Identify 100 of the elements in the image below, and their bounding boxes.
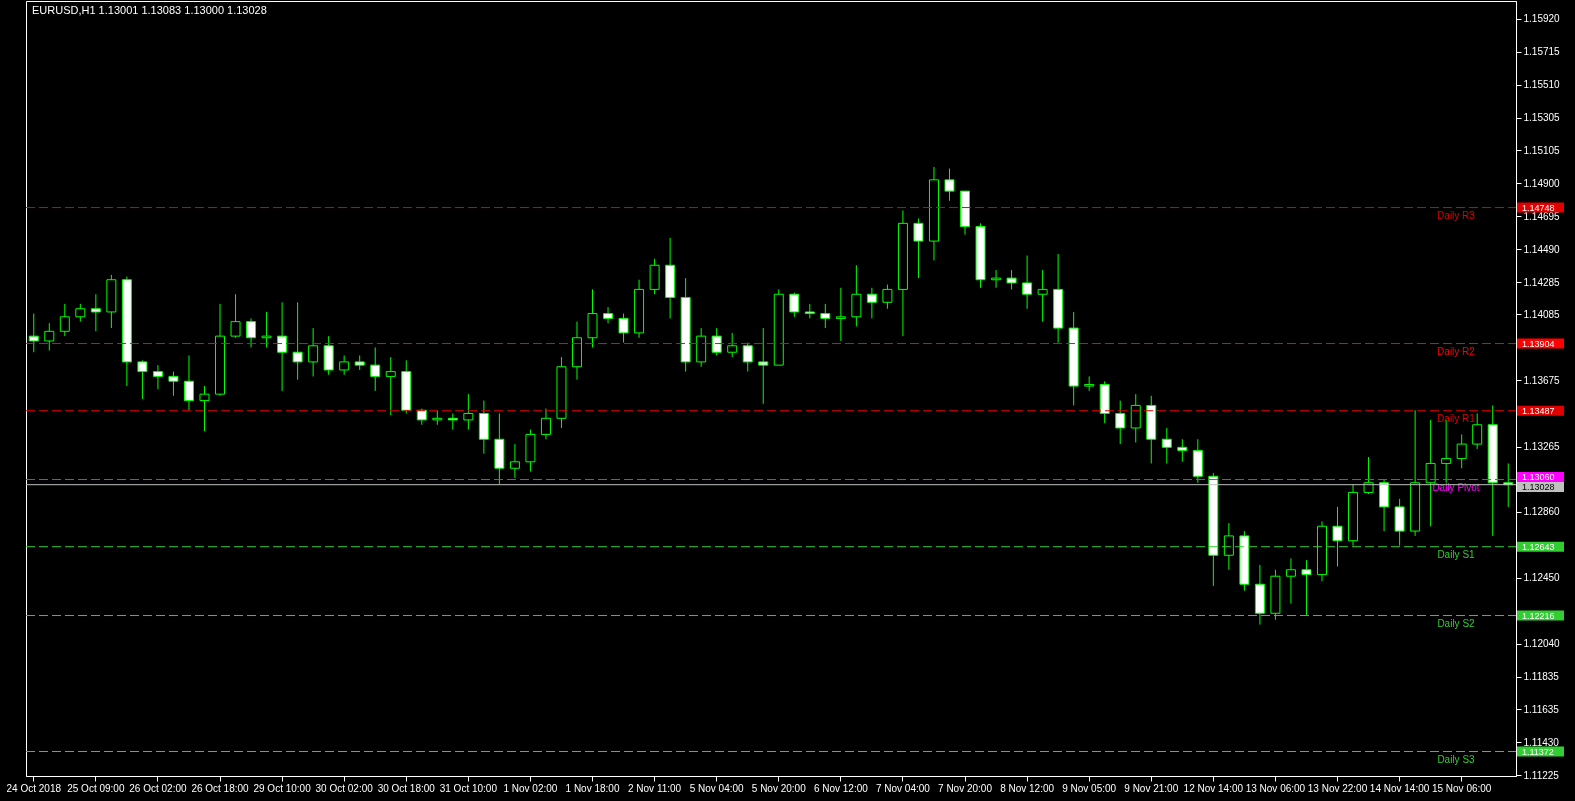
x-tick-label: 7 Nov 04:00 (875, 782, 931, 794)
ref-line-label: Daily S1 (1437, 548, 1476, 560)
candlestick (1363, 456, 1374, 495)
candlestick (1177, 438, 1188, 463)
candlestick (1456, 433, 1467, 469)
y-tick-label: 1.15715 (1523, 46, 1561, 58)
ref-line-label: Daily R3 (1437, 209, 1476, 221)
candlestick (90, 293, 101, 332)
candlestick (44, 322, 55, 352)
y-tick-label: 1.13675 (1523, 374, 1561, 386)
candlestick (727, 332, 738, 358)
y-tick-label: 1.12860 (1523, 506, 1561, 518)
y-tick-label: 1.12450 (1523, 572, 1561, 584)
candlestick (59, 303, 70, 337)
candlestick (1130, 393, 1141, 443)
candlestick (385, 356, 396, 416)
candlestick (944, 168, 955, 202)
y-tick-label: 1.14900 (1523, 177, 1561, 189)
candlestick (603, 306, 614, 324)
candlestick (308, 327, 319, 377)
candlestick (851, 264, 862, 327)
candlestick (1301, 559, 1312, 616)
y-tick-label: 1.15920 (1523, 13, 1561, 25)
candlestick (152, 364, 163, 390)
x-tick-label: 13 Nov 22:00 (1307, 782, 1368, 794)
x-tick-label: 12 Nov 14:00 (1183, 782, 1244, 794)
candlestick (370, 346, 381, 392)
candlestick (463, 393, 474, 431)
y-tick-label: 1.15305 (1523, 112, 1561, 124)
text: 1.13028 (1522, 482, 1555, 493)
x-tick-label: 5 Nov 04:00 (689, 782, 745, 794)
text: 1.13060 (1522, 472, 1555, 483)
x-tick-label: 25 Oct 09:00 (67, 782, 125, 794)
x-tick-label: 13 Nov 06:00 (1245, 782, 1306, 794)
candlestick (1161, 427, 1172, 464)
ref-line-label: Daily Pivot (1432, 481, 1480, 493)
candlestick (1037, 269, 1048, 323)
candlestick (230, 293, 241, 339)
candlestick (292, 301, 303, 381)
candlestick (789, 292, 800, 318)
candlestick (199, 385, 210, 432)
text: 1.12643 (1522, 541, 1555, 552)
x-tick-label: 9 Nov 05:00 (1062, 782, 1117, 794)
candlestick (742, 342, 753, 373)
ref-line-label: Daily R2 (1437, 345, 1476, 357)
candlestick (246, 317, 257, 348)
ref-line-label: Daily S3 (1437, 753, 1476, 765)
candlestick (835, 287, 846, 342)
x-tick-label: 1 Nov 02:00 (503, 782, 558, 794)
candlestick (1115, 400, 1126, 445)
y-tick-label: 1.11835 (1523, 671, 1560, 683)
x-tick-label: 15 Nov 06:00 (1431, 782, 1492, 794)
text: 1.11372 (1522, 746, 1554, 757)
text: 1.13487 (1522, 405, 1555, 416)
x-tick-label: 24 Oct 2018 (6, 782, 62, 794)
y-tick-label: 1.11430 (1523, 736, 1560, 748)
x-tick-label: 6 Nov 12:00 (813, 782, 869, 794)
candlestick (1285, 557, 1296, 605)
y-tick-label: 1.14695 (1523, 210, 1561, 222)
text: 1.12216 (1522, 610, 1555, 621)
y-tick-label: 1.15510 (1523, 79, 1561, 91)
candlestick (866, 287, 877, 319)
x-tick-label: 30 Oct 18:00 (377, 782, 436, 794)
text: 1.13904 (1522, 338, 1555, 349)
x-tick-label: 26 Oct 18:00 (191, 782, 250, 794)
candlestick (183, 354, 194, 411)
y-tick-label: 1.14490 (1523, 243, 1561, 255)
candlestick (509, 443, 520, 479)
candlestick (1006, 269, 1017, 290)
y-tick-label: 1.13265 (1523, 441, 1561, 452)
chart-title: EURUSD,H1 1.13001 1.13083 1.13000 1.13028 (32, 4, 267, 16)
x-tick-label: 26 Oct 02:00 (129, 782, 187, 794)
y-tick-label: 1.15105 (1523, 144, 1561, 156)
candlestick (618, 313, 629, 344)
candlestick (168, 371, 179, 397)
candlestick (540, 408, 551, 440)
x-tick-label: 14 Nov 14:00 (1369, 782, 1430, 794)
x-tick-label: 29 Oct 10:00 (253, 782, 312, 794)
candlestick (820, 303, 831, 329)
x-tick-label: 31 Oct 10:00 (439, 782, 498, 794)
x-tick-label: 8 Nov 12:00 (1000, 782, 1055, 794)
y-tick-label: 1.11635 (1523, 703, 1560, 715)
y-tick-label: 1.14285 (1523, 276, 1561, 288)
candlestick (991, 269, 1002, 289)
candlestick (1223, 522, 1234, 571)
x-tick-label: 1 Nov 18:00 (565, 782, 620, 794)
candlestick (277, 301, 288, 392)
candlestick (261, 311, 272, 348)
x-tick-label: 7 Nov 20:00 (938, 782, 993, 794)
candlestick (1332, 506, 1343, 568)
text: 1.14748 (1522, 202, 1555, 213)
y-tick-label: 1.14085 (1523, 308, 1561, 320)
candlestick (137, 359, 148, 400)
candlestick (913, 218, 924, 279)
x-tick-label: 9 Nov 21:00 (1124, 782, 1179, 794)
candlestick (711, 327, 722, 356)
candlestick (28, 313, 39, 353)
x-tick-label: 30 Oct 02:00 (315, 782, 374, 794)
candlestick (339, 354, 350, 376)
x-tick-label: 2 Nov 11:00 (628, 782, 682, 794)
